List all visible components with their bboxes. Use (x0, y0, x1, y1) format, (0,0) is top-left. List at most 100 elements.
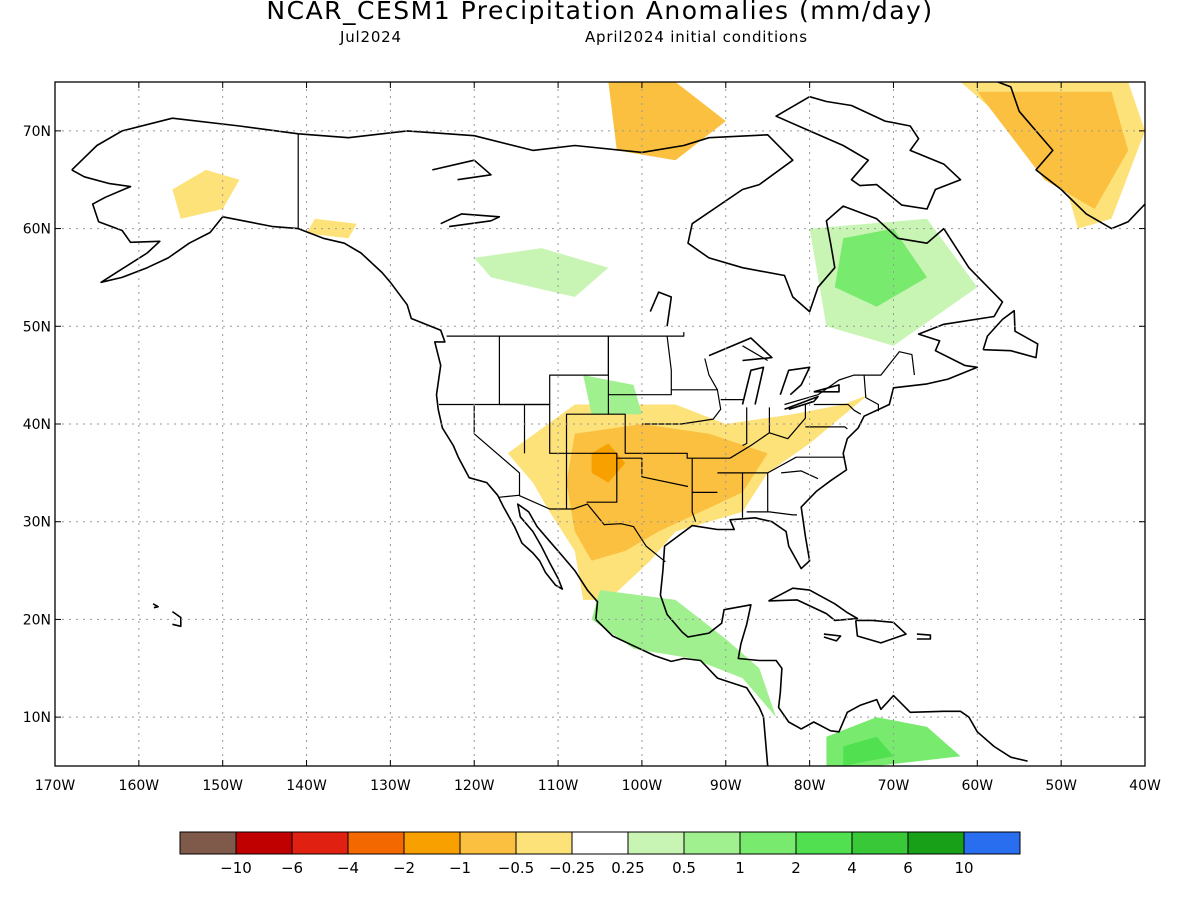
axis-ticks: 170W 160W 150W 140W 130W 120W 110W 100W 90W 80W 70… (23, 82, 1161, 794)
state-border (717, 456, 845, 474)
coastline (916, 633, 932, 640)
colorbar-swatch (627, 831, 685, 855)
lat-tick-label: 50N (23, 319, 51, 335)
lon-tick-label: 70W (878, 778, 910, 794)
state-border (446, 332, 685, 337)
lon-tick-label: 90W (710, 778, 742, 794)
coastlines (71, 82, 1145, 766)
state-border (691, 491, 718, 522)
colorbar-swatch (851, 831, 909, 855)
lon-tick-label: 100W (622, 778, 663, 794)
map-title: NCAR_CESM1 Precipitation Anomalies (mm/d… (266, 0, 934, 25)
colorbar-label: 0.25 (611, 859, 644, 877)
lat-tick-label: 40N (23, 417, 51, 433)
anomaly-region (843, 736, 894, 766)
colorbar-swatch (907, 831, 965, 855)
state-border (608, 336, 672, 396)
lon-tick-label: 80W (794, 778, 826, 794)
colorbar: −10 −6 −4 −2 −1 −0.5 −0.25 0.25 0.5 1 2 4 6 10 (179, 831, 1021, 877)
coastline (71, 169, 769, 766)
colorbar-swatch (347, 831, 405, 855)
lon-tick-label: 110W (538, 778, 579, 794)
colorbar-label: 4 (847, 859, 857, 877)
coastline (775, 95, 962, 210)
anomaly-region (608, 82, 726, 161)
colorbar-label: 0.5 (672, 859, 696, 877)
state-border (805, 400, 813, 406)
lon-tick-label: 170W (35, 778, 76, 794)
state-border (742, 407, 748, 447)
state-border (813, 403, 862, 415)
lon-tick-label: 160W (119, 778, 160, 794)
lat-tick-label: 10N (23, 710, 51, 726)
state-border (439, 403, 618, 503)
state-border (805, 426, 848, 430)
colorbar-swatch (571, 831, 629, 855)
state-border (742, 345, 769, 362)
lon-tick-label: 40W (1129, 778, 1161, 794)
coastline (854, 619, 907, 644)
coastline (152, 603, 159, 609)
coastline (440, 213, 501, 228)
anomaly-region (834, 228, 927, 307)
anomaly-regions (172, 82, 1145, 766)
coastline (823, 633, 842, 642)
grid-lines (55, 82, 1145, 766)
lat-tick-label: 20N (23, 612, 51, 628)
colorbar-label: −4 (337, 859, 359, 877)
lon-tick-label: 150W (202, 778, 243, 794)
coastline (779, 366, 811, 396)
colorbar-swatch (291, 831, 349, 855)
anomaly-region (306, 218, 357, 239)
forecast-month: Jul2024 (340, 28, 402, 46)
state-border (641, 389, 722, 425)
colorbar-label: 2 (791, 859, 801, 877)
colorbar-label: 6 (903, 859, 913, 877)
anomaly-region (172, 169, 240, 219)
state-border (781, 470, 819, 480)
anomaly-region (474, 248, 609, 297)
lat-tick-label: 30N (23, 515, 51, 531)
colorbar-label: −0.5 (498, 859, 534, 877)
lon-tick-label: 50W (1045, 778, 1077, 794)
colorbar-swatch (235, 831, 293, 855)
colorbar-label: −1 (449, 859, 471, 877)
coastline (708, 337, 773, 362)
coastline (768, 587, 859, 622)
colorbar-swatch (739, 831, 797, 855)
coastline (432, 159, 492, 181)
coastline (171, 610, 182, 628)
colorbar-label: −6 (281, 859, 303, 877)
coastline (649, 291, 673, 327)
colorbar-label: 1 (735, 859, 745, 877)
colorbar-swatch (459, 831, 517, 855)
coastline (71, 117, 1028, 762)
anomaly-region (591, 590, 777, 718)
colorbar-swatch (403, 831, 461, 855)
initial-conditions: April2024 initial conditions (585, 28, 808, 46)
colorbar-swatch (179, 831, 237, 855)
state-border (498, 494, 666, 563)
coastline (995, 82, 1145, 230)
state-border (784, 351, 915, 406)
lat-tick-label: 70N (23, 124, 51, 140)
coastline (741, 366, 765, 405)
lon-tick-label: 140W (286, 778, 327, 794)
state-border (746, 511, 797, 516)
colorbar-label: −2 (393, 859, 415, 877)
coastline (982, 309, 1039, 359)
lon-tick-label: 130W (370, 778, 411, 794)
lon-tick-label: 60W (961, 778, 993, 794)
state-border (608, 413, 730, 459)
colorbar-label: −0.25 (549, 859, 595, 877)
colorbar-label: −10 (220, 859, 252, 877)
colorbar-swatch (515, 831, 573, 855)
coastline (784, 395, 819, 411)
state-border (863, 375, 880, 412)
colorbar-swatch (963, 831, 1021, 855)
colorbar-label: 10 (954, 859, 973, 877)
colorbar-swatch (683, 831, 741, 855)
state-border (704, 358, 718, 391)
colorbar-swatch (795, 831, 853, 855)
state-border (729, 404, 807, 459)
